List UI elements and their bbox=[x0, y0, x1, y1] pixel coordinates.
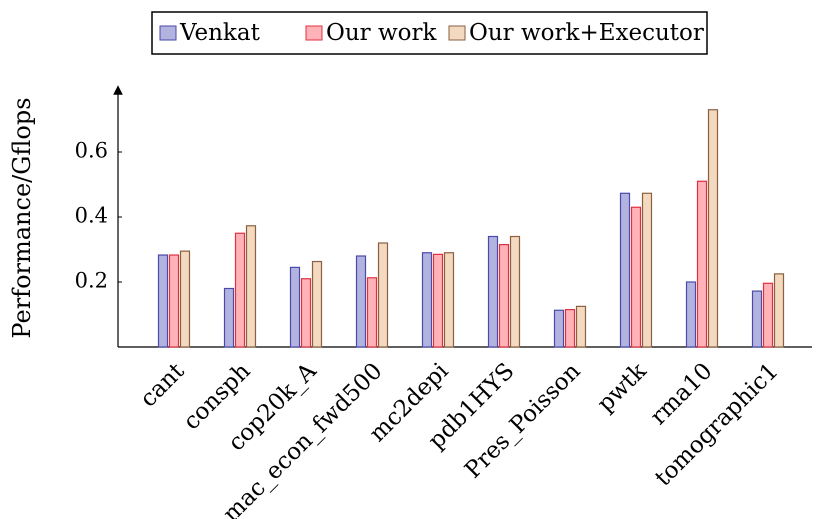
bar bbox=[421, 252, 433, 348]
legend-swatch bbox=[305, 25, 323, 41]
legend-box bbox=[151, 11, 708, 55]
legend-label: Our work+Executor bbox=[469, 20, 704, 46]
bar bbox=[762, 282, 774, 348]
bar bbox=[234, 232, 246, 348]
bar bbox=[619, 192, 631, 348]
bar bbox=[377, 242, 389, 348]
bar bbox=[575, 305, 587, 348]
legend-swatch bbox=[448, 25, 466, 41]
bar bbox=[487, 235, 499, 348]
bar bbox=[498, 244, 510, 348]
legend-label: Our work bbox=[326, 20, 438, 46]
bar bbox=[773, 273, 785, 348]
bar bbox=[223, 287, 235, 348]
bar bbox=[685, 281, 697, 348]
bar bbox=[564, 309, 576, 348]
y-tick-label: 0.4 bbox=[75, 204, 108, 228]
bar bbox=[366, 277, 378, 348]
x-tick-label: pwtk bbox=[592, 357, 652, 417]
bar bbox=[707, 109, 719, 348]
bar bbox=[751, 290, 763, 348]
bar bbox=[696, 180, 708, 348]
bar bbox=[179, 250, 191, 348]
bar bbox=[553, 309, 565, 348]
y-tick-label: 0.2 bbox=[75, 269, 108, 293]
y-tick-label: 0.6 bbox=[75, 139, 108, 163]
bar bbox=[630, 206, 642, 348]
bar bbox=[443, 252, 455, 348]
bar bbox=[289, 266, 301, 348]
x-tick-label: cant bbox=[135, 358, 190, 413]
legend-swatch bbox=[159, 25, 177, 41]
bar bbox=[157, 254, 169, 348]
y-axis-label: Performance/Gflops bbox=[8, 97, 36, 338]
legend-label: Venkat bbox=[179, 20, 261, 46]
bar bbox=[168, 254, 180, 348]
x-tick-label: tomographic1 bbox=[650, 358, 783, 491]
bar bbox=[509, 235, 521, 348]
bar bbox=[355, 255, 367, 348]
bar bbox=[245, 225, 257, 348]
bar bbox=[641, 192, 653, 348]
bar bbox=[311, 260, 323, 348]
x-tick-label: Pres_Poisson bbox=[460, 358, 586, 484]
bar bbox=[300, 278, 312, 348]
bar bbox=[432, 253, 444, 348]
